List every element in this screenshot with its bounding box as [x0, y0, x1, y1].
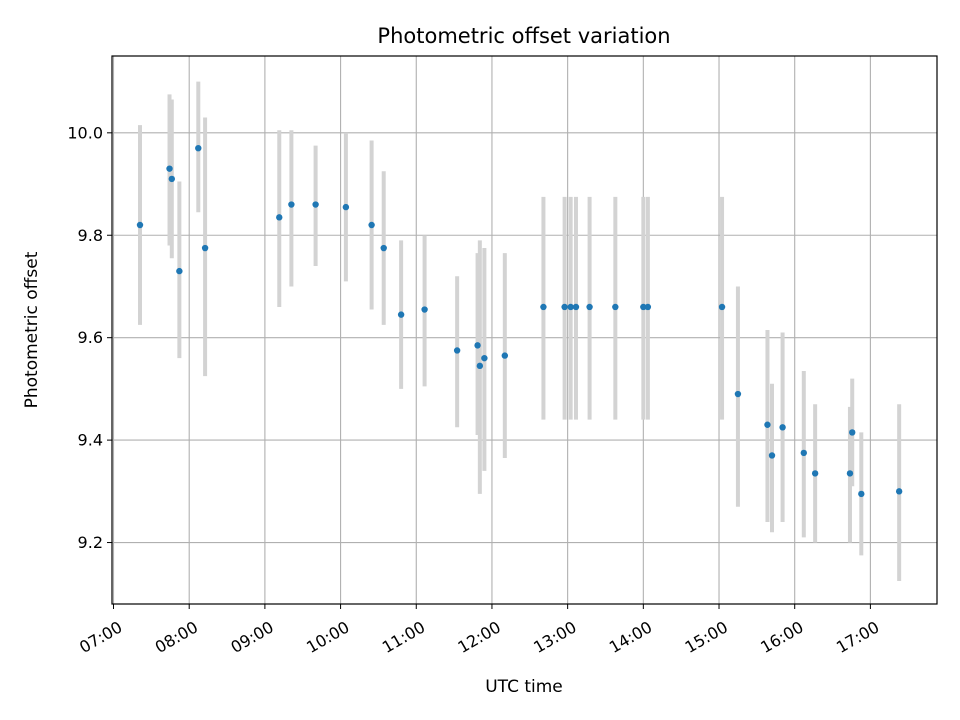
- data-point: [501, 352, 509, 359]
- data-point: [846, 470, 854, 477]
- data-point: [201, 244, 209, 252]
- data-point: [586, 303, 593, 311]
- data-point: [168, 175, 175, 183]
- data-point: [380, 244, 387, 252]
- data-point: [849, 429, 856, 436]
- data-point: [288, 201, 295, 208]
- y-tick-label: 9.4: [78, 431, 103, 450]
- data-point: [166, 165, 173, 172]
- data-point: [195, 144, 202, 152]
- x-axis-title: UTC time: [485, 677, 563, 697]
- data-point: [481, 354, 488, 362]
- data-point: [612, 303, 619, 311]
- data-point: [276, 214, 283, 221]
- data-point: [811, 470, 819, 477]
- data-point: [895, 488, 903, 495]
- y-tick-label: 9.6: [78, 328, 103, 347]
- data-point: [640, 303, 647, 311]
- data-point: [136, 221, 144, 229]
- y-axis-title: Photometric offset: [22, 251, 42, 408]
- data-point: [561, 303, 568, 311]
- data-point: [312, 201, 319, 208]
- chart-title: Photometric offset variation: [377, 24, 670, 48]
- y-axis: 9.2 9.4 9.6 9.8 10.0: [67, 123, 112, 552]
- y-tick-label: 9.8: [78, 226, 103, 245]
- grid: [112, 56, 937, 604]
- data-point: [176, 267, 183, 275]
- data-point: [764, 421, 771, 428]
- data-point: [342, 203, 350, 211]
- data-point: [540, 303, 547, 311]
- y-tick-label: 10.0: [67, 123, 103, 142]
- data-point: [421, 306, 428, 313]
- data-point: [734, 390, 742, 398]
- data-points: [136, 144, 903, 498]
- data-point: [453, 347, 461, 354]
- data-point: [368, 221, 375, 229]
- data-point: [718, 303, 726, 311]
- data-point: [474, 342, 481, 349]
- data-point: [397, 311, 405, 318]
- data-point: [779, 424, 786, 431]
- data-point: [768, 452, 776, 459]
- data-point: [567, 303, 574, 311]
- plot-frame: [111, 55, 938, 605]
- data-point: [858, 490, 865, 498]
- data-point: [572, 303, 580, 311]
- data-point: [644, 303, 652, 311]
- y-tick-label: 9.2: [78, 533, 103, 552]
- data-point: [476, 362, 484, 370]
- data-point: [800, 449, 807, 457]
